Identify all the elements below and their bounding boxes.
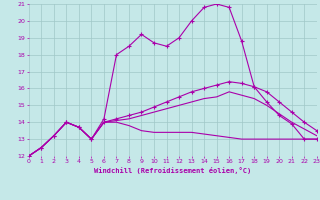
X-axis label: Windchill (Refroidissement éolien,°C): Windchill (Refroidissement éolien,°C) (94, 167, 252, 174)
